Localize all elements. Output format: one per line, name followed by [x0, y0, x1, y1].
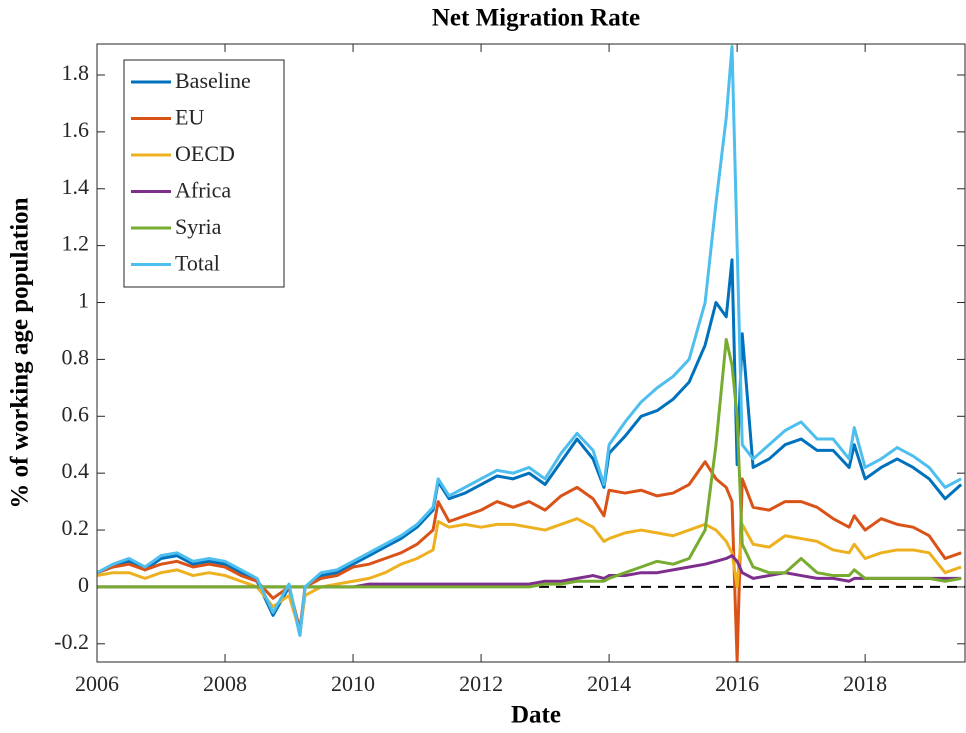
legend-label: Syria: [175, 214, 222, 239]
x-tick-label: 2008: [203, 671, 247, 696]
legend-label: Africa: [175, 178, 231, 203]
x-tick-label: 2012: [459, 671, 503, 696]
y-tick-label: 0.2: [62, 515, 90, 540]
legend-box: [123, 59, 285, 288]
axes-frame: [96, 43, 966, 663]
y-tick-label: 1.8: [62, 60, 90, 85]
legend-label: Baseline: [175, 68, 251, 93]
y-tick-label: 1.6: [62, 117, 90, 142]
x-tick-label: 2006: [75, 671, 119, 696]
plot-lines: [97, 45, 965, 662]
legend-label: Total: [175, 251, 220, 276]
y-tick-label: 0.4: [62, 458, 90, 483]
x-axis-label: Date: [511, 702, 561, 729]
y-tick-label: 0.8: [62, 344, 90, 369]
legend-label: EU: [175, 105, 204, 130]
x-tick-label: 2016: [715, 671, 759, 696]
y-axis-label: % of working age population: [7, 197, 34, 508]
x-tick-label: 2010: [331, 671, 375, 696]
y-tick-label: 0.6: [62, 401, 90, 426]
y-tick-label: 1.2: [62, 231, 90, 256]
x-tick-label: 2014: [587, 671, 631, 696]
x-tick-label: 2018: [843, 671, 887, 696]
y-tick-label: 1: [78, 288, 89, 313]
series-line: [97, 45, 962, 637]
chart-title: Net Migration Rate: [432, 5, 640, 32]
y-tick-label: 0: [78, 572, 89, 597]
y-tick-label: -0.2: [54, 629, 89, 654]
y-tick-label: 1.4: [62, 174, 90, 199]
series-line: [97, 517, 962, 634]
legend-label: OECD: [175, 141, 235, 166]
